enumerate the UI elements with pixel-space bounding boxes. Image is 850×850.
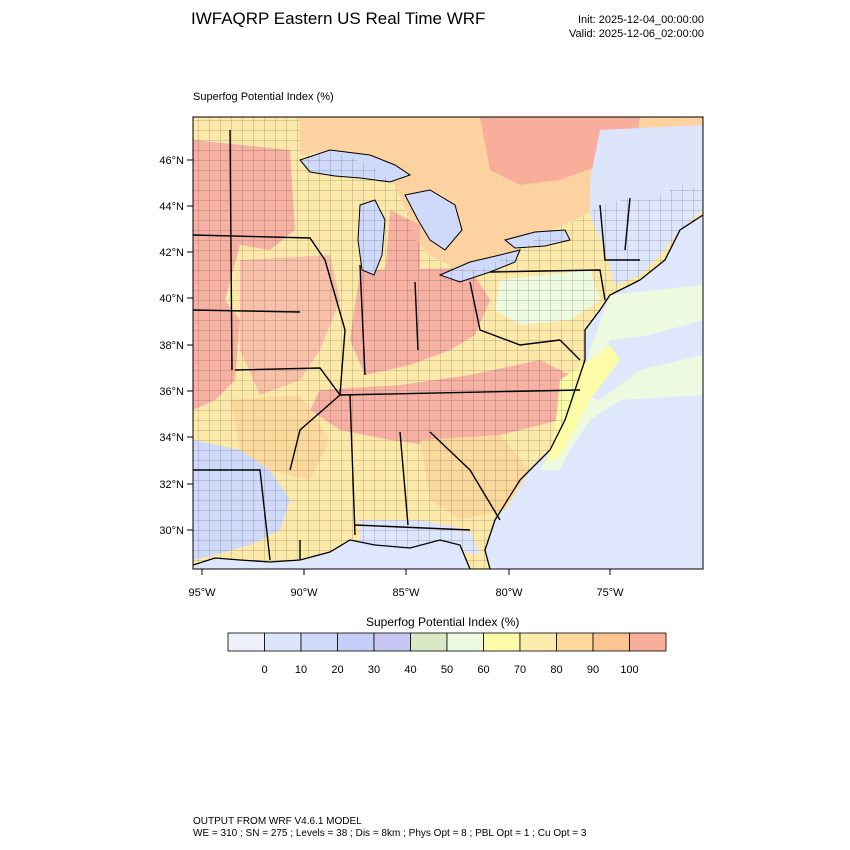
colorbar-swatch <box>227 632 265 652</box>
colorbar-swatch <box>446 632 484 652</box>
coastline <box>484 214 703 569</box>
map-frame <box>192 116 704 570</box>
colorbar-tick-label: 10 <box>295 664 307 676</box>
colorbar-tick-label: 80 <box>550 664 562 676</box>
plot-field-label: Superfog Potential Index (%) <box>193 91 334 103</box>
colorbar-tick-label: 40 <box>404 664 416 676</box>
lat-label-34: 34°N <box>159 432 184 444</box>
colorbar-tick-label: 0 <box>261 664 267 676</box>
map-area <box>193 117 703 569</box>
valid-time: Valid: 2025-12-06_02:00:00 <box>569 28 704 40</box>
colorbar-tick-label: 30 <box>368 664 380 676</box>
colorbar-swatch <box>519 632 557 652</box>
county-lines <box>193 117 703 569</box>
lat-label-32: 32°N <box>159 479 184 491</box>
init-time: Init: 2025-12-04_00:00:00 <box>578 14 704 26</box>
colorbar-swatch <box>483 632 521 652</box>
lon-label-80: 80°W <box>495 587 523 599</box>
colorbar-swatch <box>556 632 594 652</box>
lat-label-40: 40°N <box>159 293 184 305</box>
colorbar-labels: 0 10 20 30 40 50 60 70 80 90 100 <box>261 664 638 676</box>
main-title: IWFAQRP Eastern US Real Time WRF <box>191 9 486 28</box>
lon-label-90: 90°W <box>290 587 318 599</box>
lat-label-44: 44°N <box>159 201 184 213</box>
colorbar-tick-label: 60 <box>477 664 489 676</box>
colorbar-tick-label: 90 <box>587 664 599 676</box>
coastal-yellow <box>545 345 620 465</box>
colorbar <box>227 632 667 652</box>
coastal-band <box>540 285 703 470</box>
colorbar-swatch <box>592 632 630 652</box>
colorbar-swatch <box>337 632 375 652</box>
colorbar-swatch <box>264 632 302 652</box>
colorbar-tick-label: 50 <box>441 664 453 676</box>
lon-label-95: 95°W <box>188 587 216 599</box>
gulf-coastline <box>193 539 471 569</box>
footer-model-info: OUTPUT FROM WRF V4.6.1 MODEL <box>193 816 362 827</box>
lon-axis <box>201 569 611 575</box>
lat-label-30: 30°N <box>159 525 184 537</box>
colorbar-swatch <box>629 632 667 652</box>
lat-labels: 46°N 44°N 42°N 40°N 38°N 36°N 34°N 32°N … <box>159 155 184 537</box>
lon-labels: 95°W 90°W 85°W 80°W 75°W <box>188 587 624 599</box>
colorbar-tick-label: 70 <box>514 664 526 676</box>
lon-label-85: 85°W <box>392 587 420 599</box>
lake-huron <box>404 189 463 251</box>
state-boundaries <box>193 129 640 561</box>
legend-title: Superfog Potential Index (%) <box>366 615 520 629</box>
colorbar-swatch <box>300 632 338 652</box>
lat-label-38: 38°N <box>159 340 184 352</box>
lat-label-42: 42°N <box>159 247 184 259</box>
lat-label-36: 36°N <box>159 386 184 398</box>
colorbar-tick-label: 100 <box>620 664 638 676</box>
lon-label-75: 75°W <box>596 587 624 599</box>
colorbar-tick-label: 20 <box>331 664 343 676</box>
lat-axis <box>187 159 193 531</box>
colorbar-swatch <box>373 632 411 652</box>
colorbar-swatch <box>410 632 448 652</box>
footer-config-info: WE = 310 ; SN = 275 ; Levels = 38 ; Dis … <box>193 828 587 839</box>
lat-label-46: 46°N <box>159 155 184 167</box>
